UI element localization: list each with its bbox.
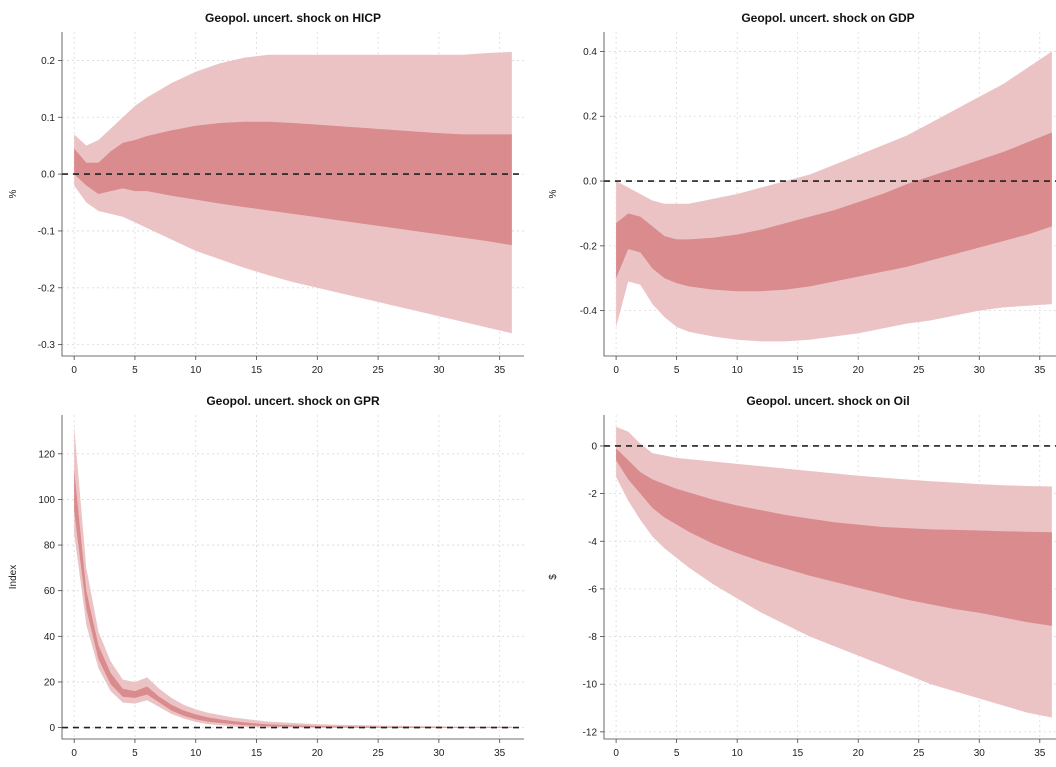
y-tick-label: -10 bbox=[583, 680, 598, 691]
panel-oil: Geopol. uncert. shock on Oil 0 5 10 15 20 25 30… bbox=[528, 383, 1056, 767]
y-tick-label: 120 bbox=[38, 449, 55, 460]
y-tick-label: 0.1 bbox=[41, 113, 55, 124]
axes-frame bbox=[603, 415, 1056, 740]
confidence-bands bbox=[616, 426, 1052, 718]
y-tick-label: 0.4 bbox=[583, 47, 597, 58]
x-tick-label: 0 bbox=[71, 365, 77, 376]
y-tick-label: -0.2 bbox=[38, 283, 56, 294]
y-tick-label: 0 bbox=[591, 441, 597, 452]
y-axis-label: Index bbox=[8, 565, 19, 589]
x-tick-label: 15 bbox=[251, 748, 263, 759]
y-tick-label: -0.2 bbox=[580, 241, 598, 252]
y-axis-label: % bbox=[8, 189, 19, 198]
x-tick-label: 0 bbox=[71, 748, 77, 759]
y-tick-label: 0.2 bbox=[41, 56, 55, 67]
y-tick-label: -4 bbox=[588, 537, 597, 548]
band-outer bbox=[74, 426, 512, 729]
y-tick-label: 0.0 bbox=[41, 170, 55, 181]
y-tick-label: -8 bbox=[588, 632, 597, 643]
y-tick-label: 0 bbox=[49, 723, 55, 734]
band-inner bbox=[616, 448, 1052, 626]
y-tick-label: 80 bbox=[44, 541, 56, 552]
chart-gdp: Geopol. uncert. shock on GDP 0 5 10 15 20 25 30… bbox=[548, 11, 1056, 376]
band-inner bbox=[616, 132, 1052, 292]
x-tick-label: 25 bbox=[913, 748, 925, 759]
chart-oil: Geopol. uncert. shock on Oil 0 5 10 15 20 25 30… bbox=[548, 394, 1056, 759]
x-tick-label: 5 bbox=[132, 365, 138, 376]
x-tick-label: 35 bbox=[1034, 365, 1046, 376]
y-axis-label: % bbox=[548, 189, 559, 198]
x-tick-label: 30 bbox=[974, 748, 986, 759]
chart-title: Geopol. uncert. shock on Oil bbox=[746, 394, 909, 408]
x-tick-label: 35 bbox=[494, 748, 506, 759]
chart-gpr: Geopol. uncert. shock on GPR 0 5 10 15 20 25 30… bbox=[8, 394, 524, 759]
y-tick-label: 0.0 bbox=[583, 177, 597, 188]
y-tick-label: -2 bbox=[588, 489, 597, 500]
x-tick-label: 0 bbox=[613, 748, 619, 759]
x-tick-label: 15 bbox=[792, 748, 804, 759]
panel-gdp: Geopol. uncert. shock on GDP 0 5 10 15 20 25 30… bbox=[528, 0, 1056, 383]
x-tick-label: 30 bbox=[433, 365, 445, 376]
x-tick-label: 25 bbox=[913, 365, 925, 376]
x-tick-label: 0 bbox=[613, 365, 619, 376]
chart-title: Geopol. uncert. shock on GPR bbox=[206, 394, 380, 408]
x-tick-label: 10 bbox=[190, 365, 202, 376]
x-tick-label: 5 bbox=[132, 748, 138, 759]
x-tick-label: 25 bbox=[373, 748, 385, 759]
x-tick-label: 20 bbox=[853, 748, 865, 759]
panel-hicp: Geopol. uncert. shock on HICP 0 5 10 15 20 25 3… bbox=[0, 0, 528, 383]
x-tick-label: 20 bbox=[312, 365, 324, 376]
x-tick-label: 15 bbox=[251, 365, 263, 376]
x-tick-label: 5 bbox=[674, 365, 680, 376]
x-tick-label: 5 bbox=[674, 748, 680, 759]
y-tick-label: -0.1 bbox=[38, 226, 56, 237]
y-tick-label: 60 bbox=[44, 586, 56, 597]
x-tick-label: 10 bbox=[190, 748, 202, 759]
y-tick-label: -6 bbox=[588, 584, 597, 595]
y-tick-label: -12 bbox=[583, 727, 598, 738]
x-tick-label: 10 bbox=[732, 748, 744, 759]
x-tick-label: 15 bbox=[792, 365, 804, 376]
x-tick-label: 25 bbox=[373, 365, 385, 376]
x-tick-label: 35 bbox=[1034, 748, 1046, 759]
axes-frame bbox=[61, 415, 524, 740]
chart-title: Geopol. uncert. shock on HICP bbox=[205, 11, 381, 25]
x-tick-label: 10 bbox=[732, 365, 744, 376]
axes-frame bbox=[61, 32, 524, 357]
band-inner bbox=[74, 121, 512, 246]
x-tick-label: 20 bbox=[312, 748, 324, 759]
y-axis-label: $ bbox=[548, 574, 559, 580]
x-tick-label: 35 bbox=[494, 365, 506, 376]
y-tick-label: 20 bbox=[44, 677, 56, 688]
chart-title: Geopol. uncert. shock on GDP bbox=[741, 11, 914, 25]
y-tick-label: 100 bbox=[38, 495, 55, 506]
confidence-bands bbox=[74, 51, 512, 334]
y-tick-label: 0.2 bbox=[583, 112, 597, 123]
x-tick-label: 30 bbox=[974, 365, 986, 376]
y-tick-label: 40 bbox=[44, 632, 56, 643]
confidence-bands bbox=[616, 51, 1052, 342]
y-tick-label: -0.4 bbox=[580, 306, 598, 317]
chart-hicp: Geopol. uncert. shock on HICP 0 5 10 15 20 25 3… bbox=[8, 11, 524, 376]
panel-gpr: Geopol. uncert. shock on GPR 0 5 10 15 20 25 30… bbox=[0, 383, 528, 767]
y-tick-label: -0.3 bbox=[38, 340, 56, 351]
axes-frame bbox=[603, 32, 1056, 357]
x-tick-label: 30 bbox=[433, 748, 445, 759]
confidence-bands bbox=[74, 426, 512, 729]
x-tick-label: 20 bbox=[853, 365, 865, 376]
